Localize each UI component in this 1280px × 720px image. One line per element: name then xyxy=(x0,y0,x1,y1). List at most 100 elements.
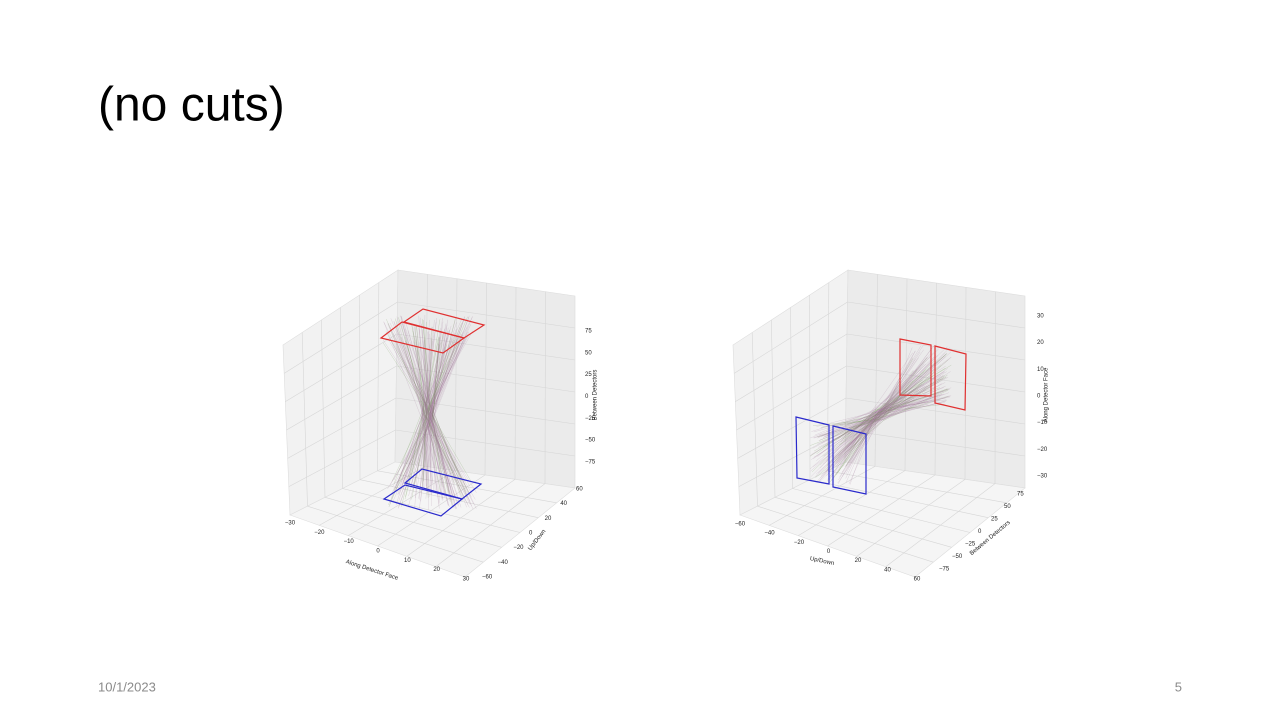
track xyxy=(423,319,447,496)
track xyxy=(431,316,465,493)
y-tick-label: −25 xyxy=(965,542,976,548)
slide-date: 10/1/2023 xyxy=(98,679,156,694)
track xyxy=(829,371,951,464)
track xyxy=(427,327,446,510)
track xyxy=(828,348,939,432)
track xyxy=(823,400,947,465)
track xyxy=(833,370,914,426)
track xyxy=(849,388,915,485)
x-tick-label: 0 xyxy=(376,549,380,555)
track xyxy=(393,321,426,500)
track xyxy=(814,357,928,452)
track xyxy=(430,320,464,494)
detector-outline xyxy=(899,338,932,397)
track xyxy=(423,319,441,498)
z-tick-label: 75 xyxy=(585,329,592,335)
track xyxy=(405,340,461,490)
track xyxy=(430,343,457,509)
track xyxy=(834,404,945,461)
track xyxy=(827,374,917,470)
track xyxy=(818,374,939,442)
detector-outline xyxy=(402,308,486,339)
y-tick-label: 75 xyxy=(1017,492,1024,498)
track xyxy=(826,350,916,482)
track xyxy=(818,357,919,438)
track xyxy=(848,374,945,465)
figure-3d: −30 60 75 −20 40 50 −10 20 25 0 0 0 10 −20 −25 20 −40 −50… xyxy=(282,269,599,583)
track xyxy=(835,399,927,468)
track xyxy=(835,358,916,463)
track xyxy=(404,328,477,493)
track xyxy=(829,353,948,477)
y-tick-label: 20 xyxy=(545,516,552,522)
track xyxy=(820,403,929,428)
track xyxy=(815,389,949,478)
track xyxy=(844,402,945,429)
track xyxy=(389,322,472,507)
track xyxy=(405,321,443,499)
z-tick-label: −10 xyxy=(1037,420,1048,426)
track xyxy=(428,344,464,501)
track xyxy=(828,347,933,452)
track xyxy=(826,397,946,441)
track xyxy=(404,343,471,502)
track xyxy=(426,323,462,494)
track xyxy=(848,351,921,485)
y-tick-label: 0 xyxy=(978,529,982,535)
z-tick-label: 10 xyxy=(1037,367,1044,373)
track xyxy=(826,379,923,466)
track xyxy=(822,360,935,448)
track xyxy=(835,395,937,465)
track xyxy=(396,327,459,500)
track xyxy=(839,356,947,456)
track xyxy=(812,394,943,468)
track xyxy=(387,323,424,506)
track xyxy=(847,361,938,435)
track xyxy=(828,362,931,444)
track xyxy=(838,377,932,473)
track xyxy=(822,361,925,438)
track xyxy=(420,322,457,502)
track xyxy=(811,350,916,460)
track xyxy=(382,342,431,487)
track xyxy=(402,335,469,484)
track xyxy=(815,363,931,475)
track xyxy=(816,369,926,438)
z-tick-label: 25 xyxy=(585,372,592,378)
track xyxy=(429,330,450,501)
track xyxy=(837,369,921,459)
track xyxy=(813,384,924,460)
track xyxy=(426,332,440,481)
track xyxy=(846,355,945,453)
track xyxy=(430,338,452,507)
track xyxy=(822,389,919,457)
detector-outline xyxy=(832,425,867,495)
track xyxy=(432,336,441,494)
track xyxy=(389,327,442,486)
x-tick-label: 20 xyxy=(855,558,862,564)
track xyxy=(400,315,430,497)
track xyxy=(842,388,917,451)
track xyxy=(838,385,928,463)
track xyxy=(842,374,948,440)
x-tick-label: −40 xyxy=(764,531,775,537)
z-tick-label: −20 xyxy=(1037,447,1048,453)
track xyxy=(398,317,429,500)
detector-outline xyxy=(403,468,483,500)
track xyxy=(813,396,941,458)
x-tick-label: −30 xyxy=(285,521,296,527)
track xyxy=(394,318,426,482)
track xyxy=(412,337,456,497)
track xyxy=(839,396,949,445)
track xyxy=(405,339,462,497)
track xyxy=(431,324,465,485)
track xyxy=(829,389,926,480)
track xyxy=(816,364,952,454)
detector-outline xyxy=(795,416,830,485)
track xyxy=(424,339,453,496)
y-tick-label: −50 xyxy=(952,554,963,560)
track xyxy=(422,339,432,487)
z-tick-label: 0 xyxy=(585,394,589,400)
track xyxy=(816,371,945,427)
track xyxy=(429,341,470,487)
